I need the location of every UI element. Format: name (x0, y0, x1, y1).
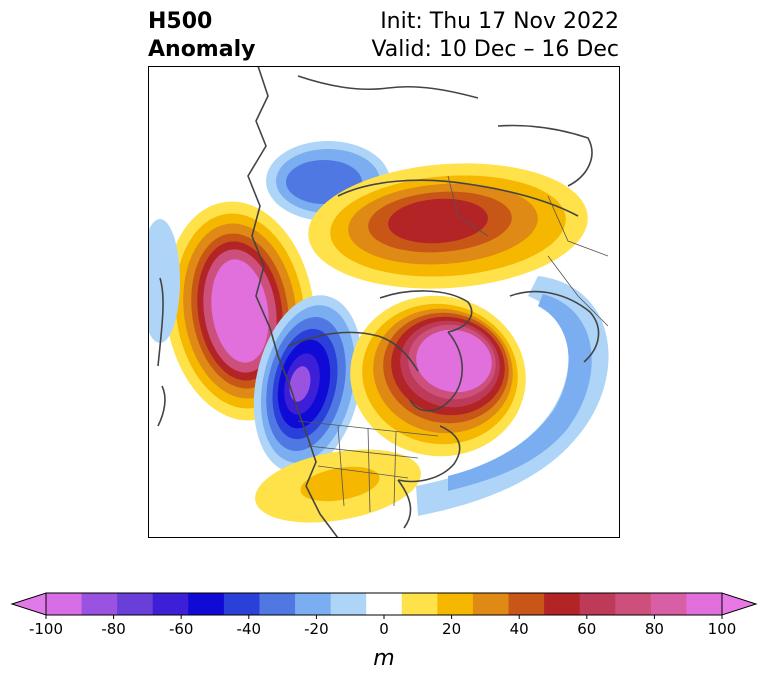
political-boundaries (297, 175, 609, 513)
colorbar-bins (10, 592, 758, 616)
colorbar-tick-label: 40 (510, 620, 529, 636)
anomaly-negative-western-north-america (253, 295, 363, 473)
map-title: H500 Anomaly (148, 8, 255, 64)
anomaly-positive-southern-us (255, 449, 421, 523)
anomaly-negative-atlantic (416, 276, 609, 516)
colorbar-bin (188, 593, 225, 615)
valid-range-label: Valid: 10 Dec – 16 Dec (371, 37, 619, 62)
colorbar-bin (259, 593, 296, 615)
title-line-1: H500 (148, 9, 213, 34)
colorbar-bin (330, 593, 367, 615)
colorbar-bin (615, 593, 652, 615)
anomaly-map (148, 66, 620, 538)
forecast-dates: Init: Thu 17 Nov 2022 Valid: 10 Dec – 16… (371, 8, 619, 64)
colorbar: -100 -80 -60 -40 -20 0 20 40 60 80 100 (10, 592, 758, 636)
colorbar-tick-label: -40 (237, 620, 262, 636)
colorbar-tick-label: 60 (577, 620, 596, 636)
colorbar-bin (366, 593, 403, 615)
colorbar-tick-label: -80 (101, 620, 126, 636)
colorbar-bin (579, 593, 616, 615)
colorbar-bin (544, 593, 581, 615)
colorbar-over-extend (721, 592, 758, 616)
colorbar-tick-label: -60 (169, 620, 194, 636)
anomaly-positive-hudson-bay (350, 295, 526, 457)
colorbar-bin (81, 593, 118, 615)
colorbar-bin (472, 593, 509, 615)
anomaly-positive-arctic (308, 163, 588, 289)
coastlines (157, 66, 600, 538)
colorbar-bin (152, 593, 189, 615)
colorbar-bin (401, 593, 438, 615)
title-line-2: Anomaly (148, 37, 256, 62)
colorbar-bin (117, 593, 154, 615)
colorbar-tick-label: 20 (442, 620, 461, 636)
colorbar-bin (686, 593, 723, 615)
colorbar-tick-label: -20 (304, 620, 329, 636)
anomaly-negative-pacific (148, 219, 180, 343)
colorbar-bin (437, 593, 474, 615)
colorbar-bin (46, 593, 82, 615)
colorbar-bin (508, 593, 545, 615)
colorbar-tick-label: -100 (29, 620, 63, 636)
colorbar-tick-label: 100 (708, 620, 737, 636)
colorbar-tick-label: 80 (645, 620, 664, 636)
init-date-label: Init: Thu 17 Nov 2022 (380, 9, 619, 34)
colorbar-under-extend (10, 592, 47, 616)
colorbar-ticks: -100 -80 -60 -40 -20 0 20 40 60 80 100 (29, 615, 736, 636)
colorbar-units-label: m (373, 646, 395, 671)
colorbar-bin (650, 593, 687, 615)
colorbar-bin (295, 593, 332, 615)
colorbar-bin (223, 593, 260, 615)
colorbar-tick-label: 0 (379, 620, 389, 636)
